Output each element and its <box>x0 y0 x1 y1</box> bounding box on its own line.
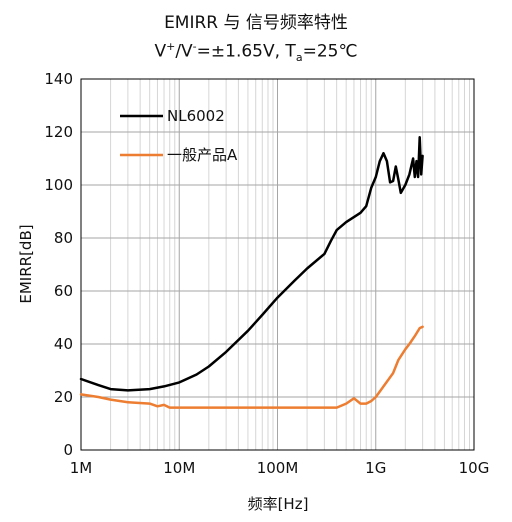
subtitle-plus: + <box>166 40 176 53</box>
x-axis-label: 频率[Hz] <box>248 495 309 513</box>
subtitle-temp: =25℃ <box>302 41 358 62</box>
plot-frame <box>80 78 475 451</box>
subtitle-minus: - <box>192 40 197 53</box>
x-tick-label: 1M <box>70 459 93 477</box>
subtitle-rest: =±1.65V, T <box>196 41 296 62</box>
series-line-product-a <box>79 325 424 409</box>
x-tick-label: 10G <box>459 459 490 477</box>
subtitle-a: a <box>295 51 303 65</box>
x-tick-label: 1G <box>365 459 386 477</box>
legend: NL6002 一般产品A <box>120 107 238 164</box>
y-tick-label: 40 <box>54 335 73 353</box>
minor-gridlines <box>110 79 471 450</box>
subtitle-slash: /V <box>175 41 193 62</box>
y-tick-label: 100 <box>44 176 73 194</box>
x-tick-label: 100M <box>257 459 299 477</box>
y-tick-labels: 0 20 40 60 80 100 120 140 <box>44 70 73 459</box>
y-tick-label: 0 <box>63 441 73 459</box>
x-tick-labels: 1M 10M 100M 1G 10G <box>70 459 490 477</box>
chart-title: EMIRR 与 信号频率特性 <box>164 13 348 33</box>
y-tick-label: 140 <box>44 70 73 88</box>
y-tick-label: 120 <box>44 123 73 141</box>
chart-subtitle: V+/V-=±1.65V, Ta=25℃ <box>0 40 512 64</box>
legend-label-nl6002: NL6002 <box>167 107 225 125</box>
y-tick-label: 80 <box>54 229 73 247</box>
legend-label-product-a: 一般产品A <box>167 146 238 164</box>
subtitle-v: V <box>154 41 167 62</box>
x-tick-label: 10M <box>163 459 195 477</box>
series-line-nl6002 <box>79 136 424 392</box>
y-tick-label: 20 <box>54 388 73 406</box>
y-axis-label: EMIRR[dB] <box>17 224 35 303</box>
y-tick-label: 60 <box>54 282 73 300</box>
series-layer <box>79 136 424 409</box>
